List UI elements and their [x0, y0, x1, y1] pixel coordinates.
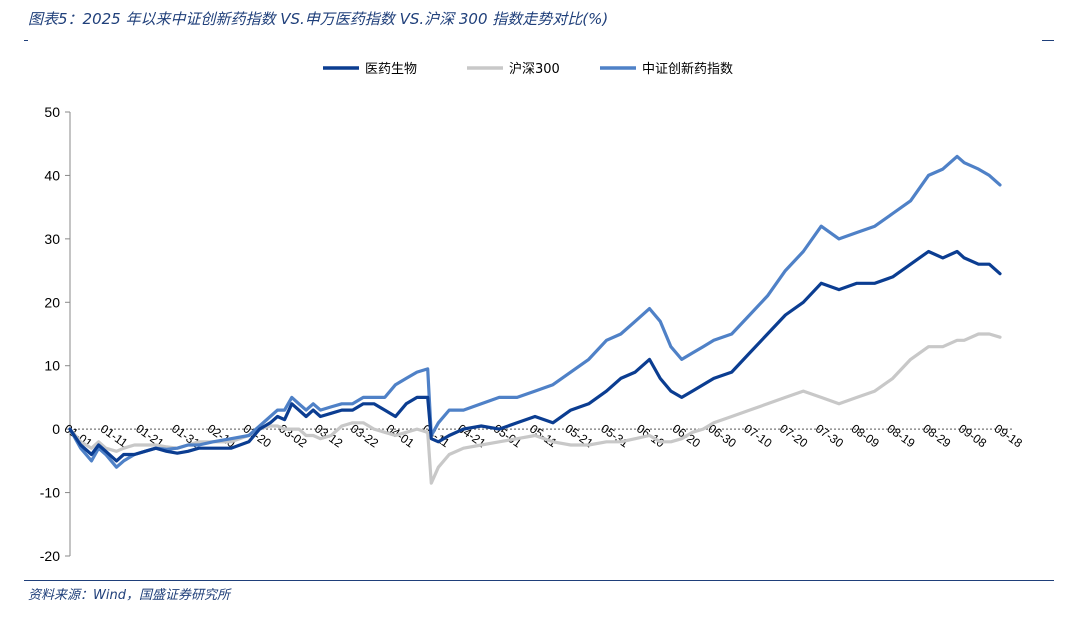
x-tick-label: 05-31 — [598, 421, 631, 450]
x-tick-label: 09-08 — [956, 421, 989, 450]
x-tick-label: 09-18 — [992, 421, 1025, 450]
y-tick-label: -10 — [40, 485, 60, 501]
series-line-1 — [68, 332, 1002, 485]
y-tick-label: 20 — [44, 294, 60, 310]
x-tick-label: 04-01 — [384, 421, 417, 450]
y-tick-label: -20 — [40, 548, 60, 564]
header-rule-right — [1042, 40, 1054, 41]
footer-rule — [24, 580, 1054, 581]
x-tick-label: 08-09 — [849, 421, 882, 450]
y-tick-label: 0 — [52, 421, 60, 437]
legend-label-0: 医药生物 — [365, 62, 417, 77]
x-tick-label: 08-19 — [884, 421, 917, 450]
x-tick-label: 03-22 — [348, 421, 381, 450]
legend-label-2: 中证创新药指数 — [642, 61, 733, 77]
header-rule — [24, 40, 28, 41]
series-line-2 — [68, 154, 1002, 469]
x-tick-label: 07-20 — [777, 421, 810, 450]
x-tick-label: 08-29 — [920, 421, 953, 450]
y-tick-label: 40 — [44, 167, 60, 183]
y-tick-label: 30 — [44, 231, 60, 247]
x-tick-label: 07-10 — [741, 421, 774, 450]
y-tick-label: 50 — [44, 104, 60, 120]
legend-label-1: 沪深300 — [509, 61, 560, 77]
series-line-0 — [68, 249, 1002, 463]
y-tick-label: 10 — [44, 358, 60, 374]
x-tick-label: 07-30 — [813, 421, 846, 450]
chart-title: 图表5：2025 年以来中证创新药指数 VS.申万医药指数 VS.沪深 300 … — [28, 10, 609, 28]
source-note: 资料来源：Wind，国盛证券研究所 — [28, 588, 230, 603]
